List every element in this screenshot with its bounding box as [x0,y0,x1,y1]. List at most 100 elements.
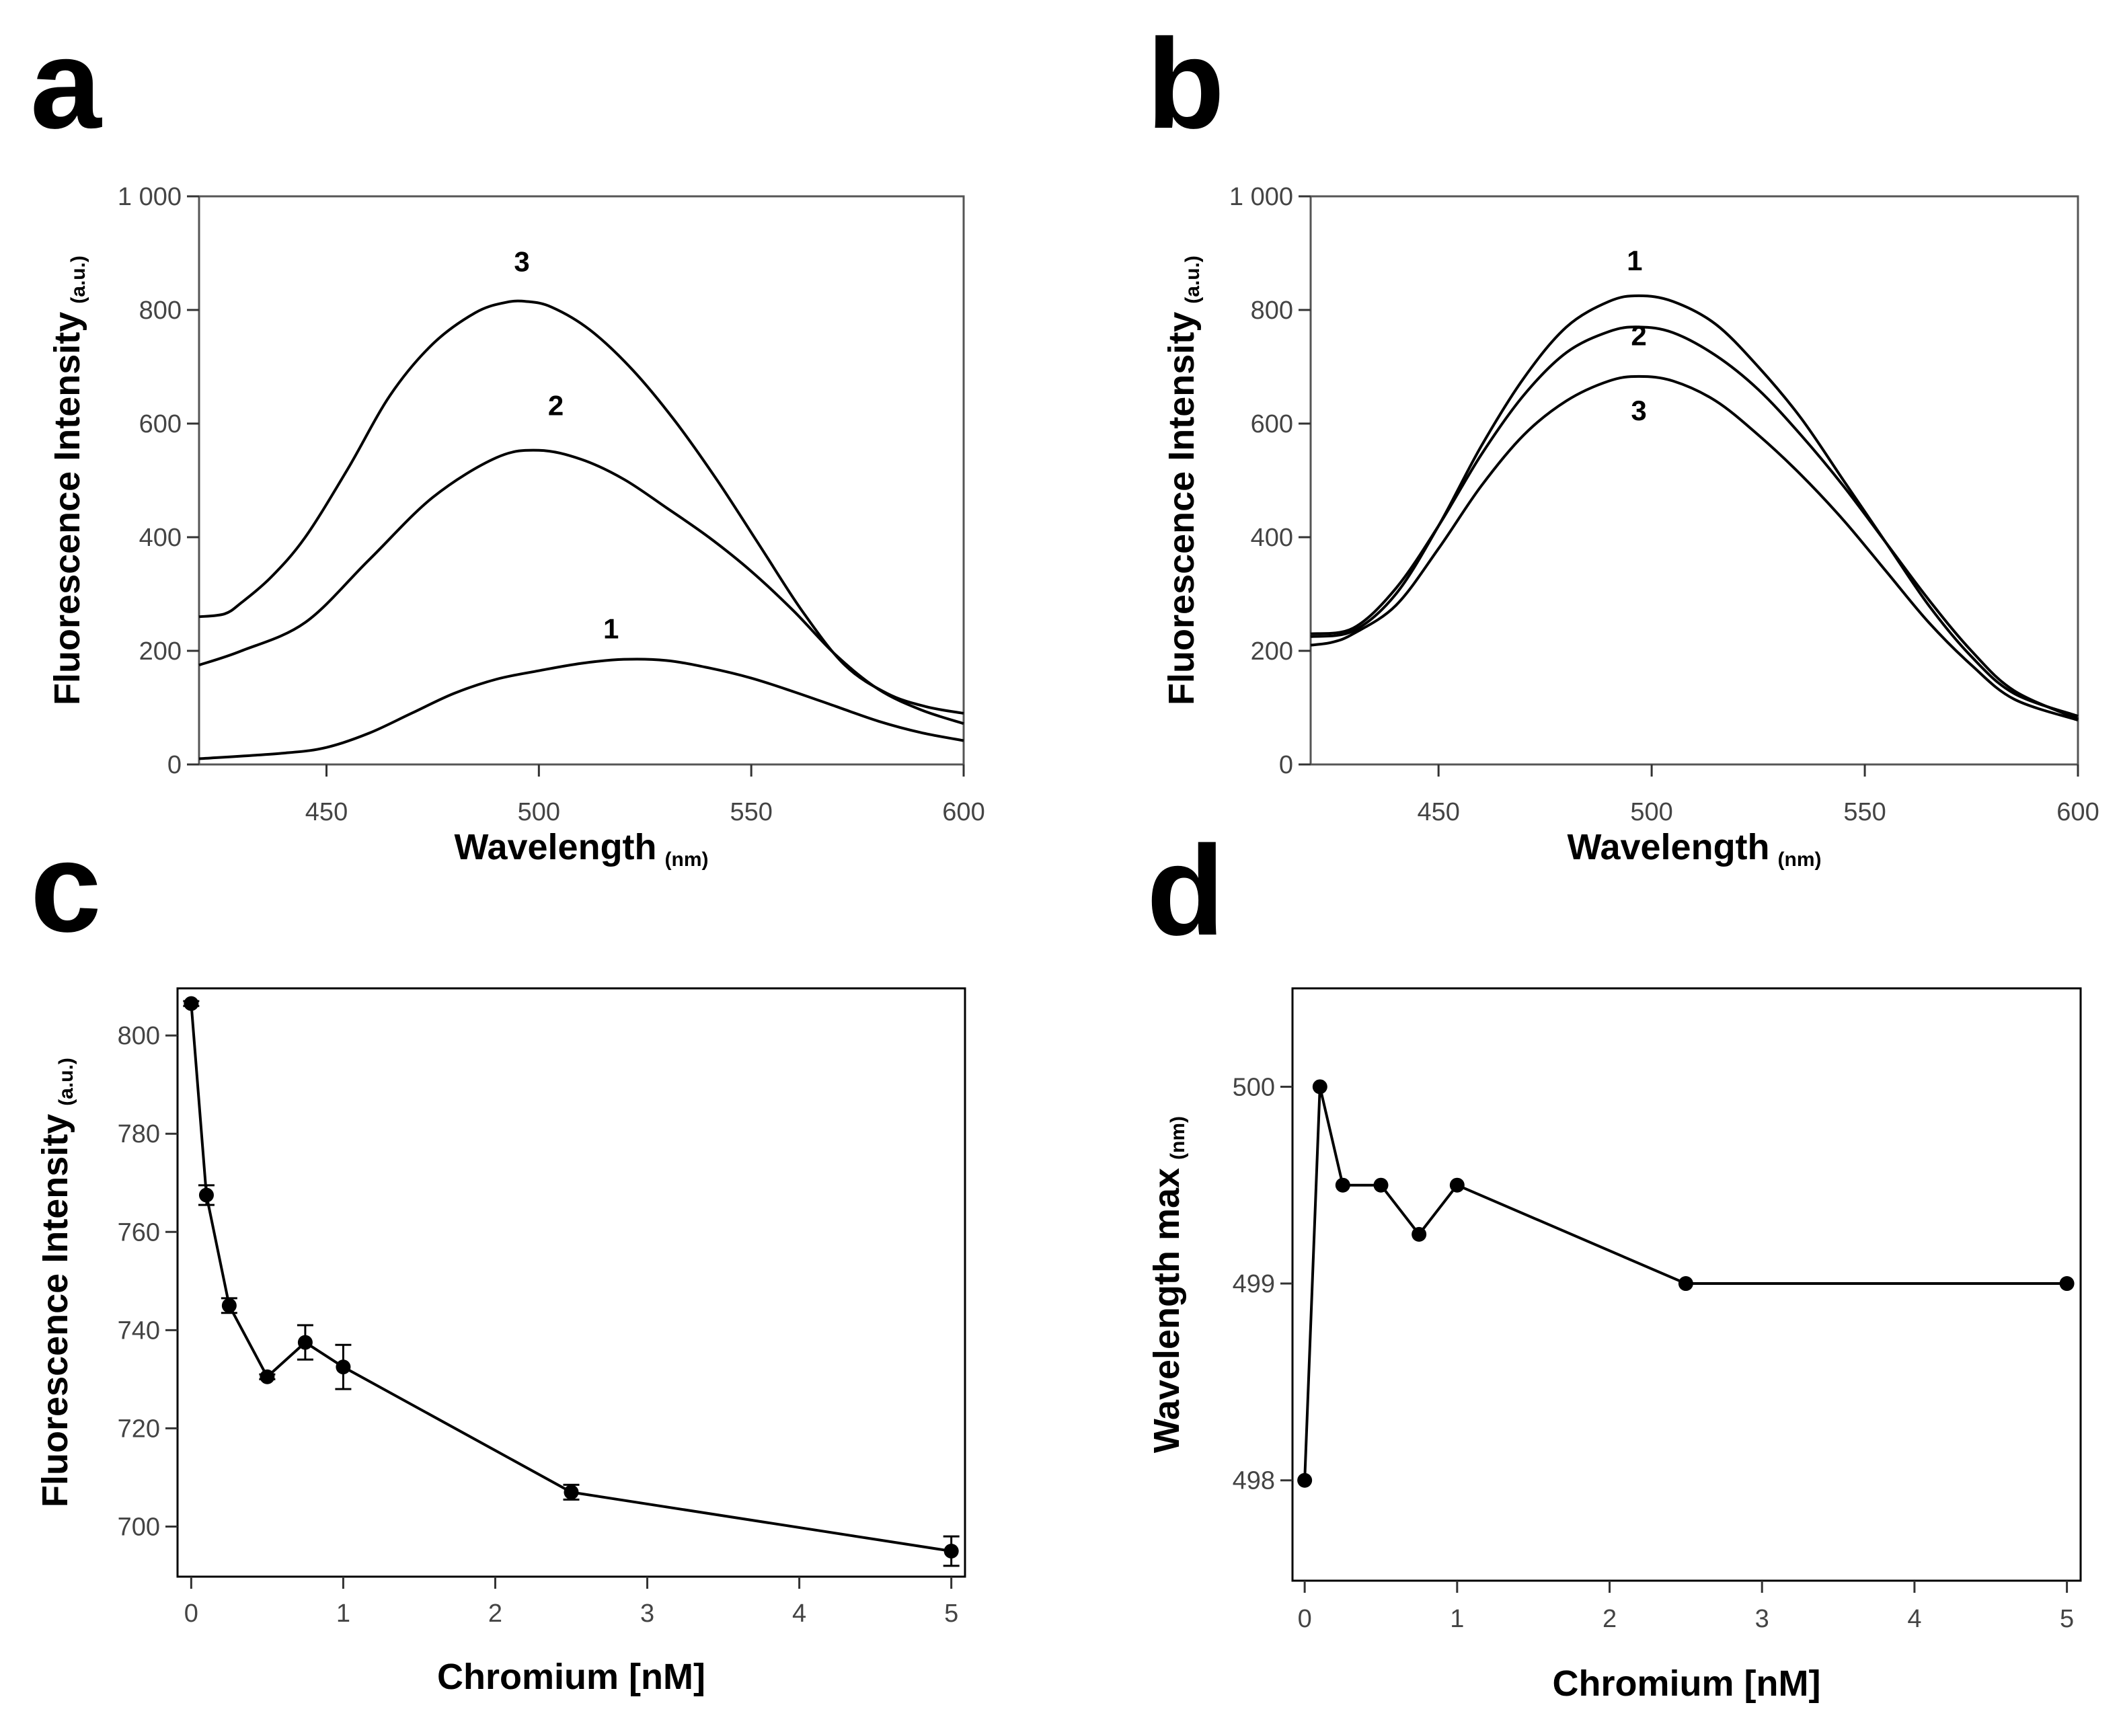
data-point [1678,1276,1693,1292]
x-tick-label: 0 [184,1600,198,1628]
y-axis-unit: (a.u.) [1182,255,1204,304]
x-axis-label: Chromium [nM] [1553,1663,1821,1704]
curve-label-2: 2 [548,389,564,421]
panel-label-b: b [1147,13,1225,155]
y-axis-label: Wavelength max (nm) [1147,1116,1189,1453]
plot-frame [198,195,965,766]
y-axis-label-text: Wavelength max [1147,1168,1187,1453]
data-point [1412,1226,1427,1242]
y-tick-label: 200 [139,637,182,666]
plot-frame [176,987,966,1578]
curve-label-3: 3 [1631,395,1646,426]
x-tick-label: 3 [640,1600,654,1628]
data-point [184,996,199,1011]
x-axis-label-text: Chromium [nM] [437,1657,705,1697]
data-point [260,1369,275,1384]
y-tick-label: 1 000 [1229,183,1293,211]
panel-label-c: c [30,816,102,959]
x-tick-label: 600 [2056,798,2099,826]
y-tick-label: 498 [1233,1467,1275,1495]
x-tick-label: 450 [305,798,348,826]
x-tick-label: 2 [1603,1605,1617,1633]
x-tick-label: 500 [518,798,560,826]
data-point [1297,1472,1313,1488]
plot-frame [1309,195,2079,766]
y-axis-label-text: Fluorescence Intensity [1161,312,1202,705]
y-tick-label: 1 000 [118,183,182,211]
y-axis-label: Fluorescence Intensity (a.u.) [1161,255,1204,705]
data-point [2059,1276,2075,1292]
y-tick-label: 400 [139,524,182,552]
data-point [336,1359,351,1375]
series-line-1 [198,658,964,760]
data-point [1335,1177,1350,1193]
y-axis-unit: (a.u.) [67,255,89,304]
series-line-3 [198,299,964,715]
y-tick-label: 700 [118,1513,160,1542]
x-tick-label: 1 [1450,1605,1464,1633]
series-line-2 [1310,325,2079,721]
x-tick-label: 1 [336,1600,350,1628]
panel-d: 0 1 2 3 4 5 498 499 500 Chromium [nM] Wavelength m… [1147,987,2082,1704]
data-point [1312,1079,1327,1095]
x-tick-label: 550 [730,798,772,826]
y-axis-label: Fluorescence Intensity (a.u.) [47,255,89,705]
x-tick-label: 5 [944,1600,958,1628]
data-point [564,1485,579,1500]
panel-c: 0 1 2 3 4 5 700 720 740 760 780 800 Chromium [nM] Flu… [35,987,966,1697]
y-axis-label-text: Fluorescence Intensity [47,312,87,705]
y-tick-label: 780 [118,1120,160,1148]
y-axis-unit: (nm) [1167,1116,1189,1160]
x-tick-label: 600 [942,798,985,826]
data-point [221,1298,237,1313]
data-point [198,1187,214,1203]
y-tick-label: 0 [1279,751,1293,779]
y-tick-label: 400 [1251,524,1293,552]
series-line-intensity [190,1003,952,1552]
panel-b: 450 500 550 600 0 200 400 600 800 1 000 Wavelength… [1161,183,2099,871]
y-tick-label: 800 [1251,297,1293,325]
x-axis-label: Wavelength (nm) [1567,827,1821,871]
y-tick-label: 600 [139,410,182,438]
x-axis-label: Wavelength (nm) [454,827,708,871]
x-axis-unit: (nm) [665,849,709,871]
x-axis-unit: (nm) [1778,849,1822,871]
panel-label-a: a [30,13,102,155]
y-tick-label: 760 [118,1218,160,1247]
y-tick-label: 800 [118,1022,160,1050]
data-point [1449,1177,1465,1193]
data-point [1373,1177,1389,1193]
data-point [297,1335,313,1350]
x-tick-label: 4 [792,1600,806,1628]
x-tick-label: 450 [1417,798,1459,826]
y-tick-label: 720 [118,1415,160,1443]
x-tick-label: 5 [2060,1605,2074,1633]
x-axis-label-text: Wavelength [1567,827,1769,867]
y-axis-label: Fluorescence Intensity (a.u.) [35,1058,77,1507]
curve-label-3: 3 [514,246,529,278]
series-line-3 [1310,374,2079,721]
data-point [943,1544,959,1559]
x-axis-label: Chromium [nM] [437,1657,705,1697]
x-tick-label: 0 [1298,1605,1312,1633]
y-tick-label: 499 [1233,1270,1275,1298]
y-axis-unit: (a.u.) [55,1058,77,1106]
curve-label-1: 1 [603,613,619,644]
x-tick-label: 550 [1843,798,1886,826]
panel-label-d: d [1147,820,1225,962]
x-tick-label: 4 [1907,1605,1921,1633]
curve-label-2: 2 [1631,319,1646,351]
y-tick-label: 0 [167,751,182,779]
y-tick-label: 600 [1251,410,1293,438]
y-tick-label: 740 [118,1316,160,1345]
curve-label-1: 1 [1627,245,1642,276]
x-tick-label: 3 [1755,1605,1769,1633]
panel-a: 450 500 550 600 0 200 400 600 800 1 000 Wavelength… [47,183,985,871]
x-tick-label: 500 [1630,798,1672,826]
y-tick-label: 200 [1251,637,1293,666]
y-axis-label-text: Fluorescence Intensity [35,1114,75,1507]
y-tick-label: 500 [1233,1073,1275,1101]
series-line-wavelength-max [1303,1085,2067,1481]
y-tick-label: 800 [139,297,182,325]
